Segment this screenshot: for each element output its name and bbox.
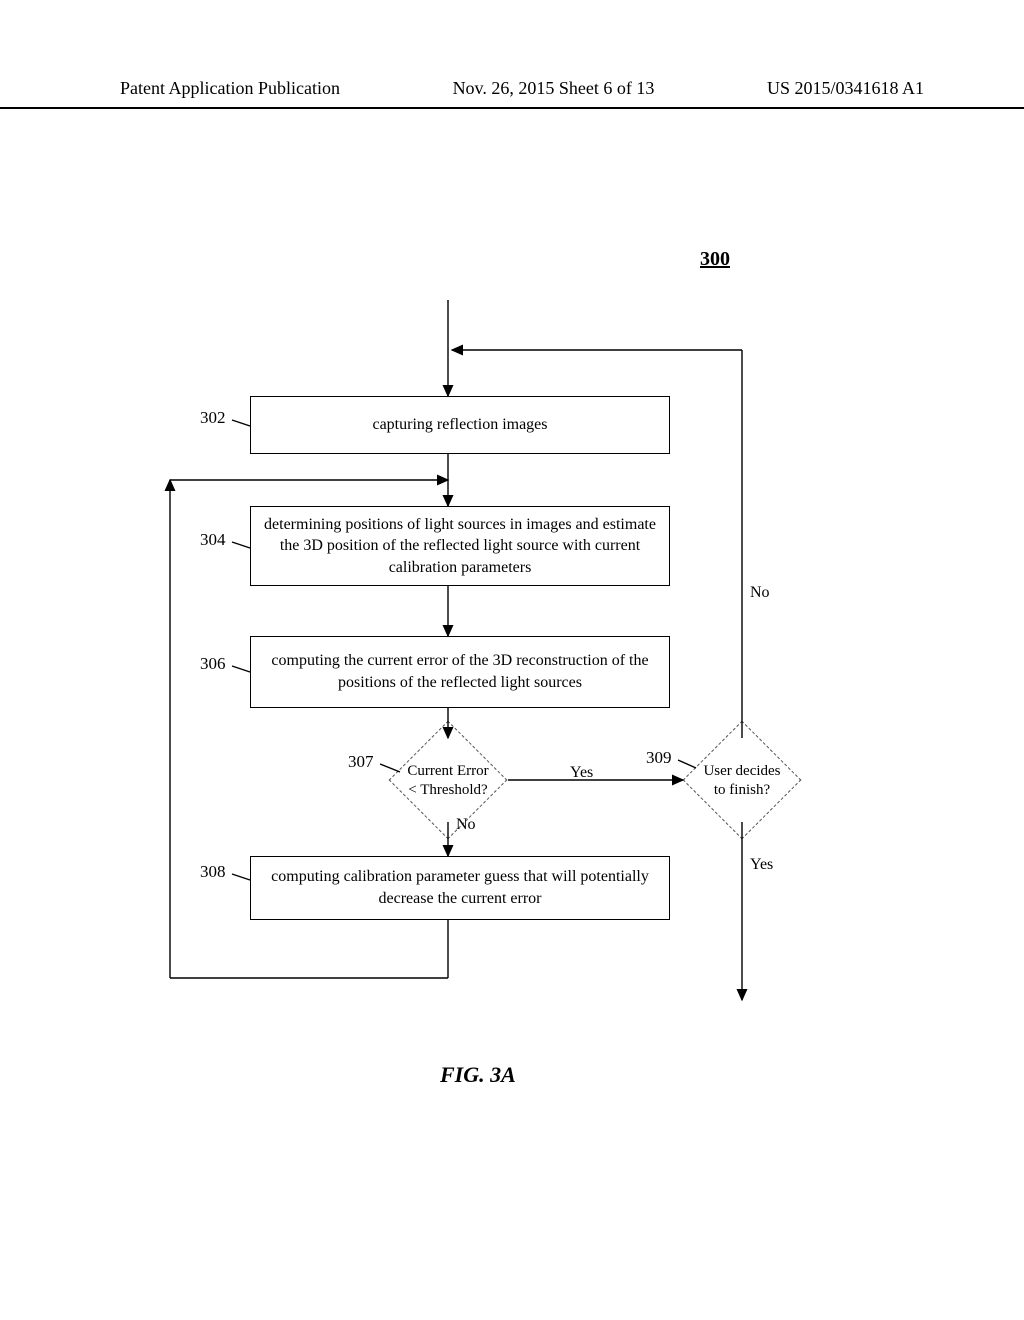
- figure-caption: FIG. 3A: [440, 1062, 516, 1088]
- box-302: capturing reflection images: [250, 396, 670, 454]
- ref-309: 309: [646, 748, 672, 768]
- diamond-309: [683, 721, 802, 840]
- patent-header: Patent Application Publication Nov. 26, …: [0, 78, 1024, 109]
- label-307-no: No: [456, 816, 476, 834]
- label-307-yes: Yes: [570, 764, 593, 782]
- box-308: computing calibration parameter guess th…: [250, 856, 670, 920]
- figure-number: 300: [700, 248, 730, 271]
- header-left: Patent Application Publication: [120, 78, 340, 99]
- ref-306: 306: [200, 654, 226, 674]
- diamond-307: [389, 721, 508, 840]
- ref-308: 308: [200, 862, 226, 882]
- header-center: Nov. 26, 2015 Sheet 6 of 13: [453, 78, 655, 99]
- box-304: determining positions of light sources i…: [250, 506, 670, 586]
- ref-304: 304: [200, 530, 226, 550]
- header-right: US 2015/0341618 A1: [767, 78, 924, 99]
- label-309-no: No: [750, 584, 770, 602]
- ref-302: 302: [200, 408, 226, 428]
- ref-307: 307: [348, 752, 374, 772]
- page: Patent Application Publication Nov. 26, …: [0, 0, 1024, 1320]
- label-309-yes: Yes: [750, 856, 773, 874]
- box-306: computing the current error of the 3D re…: [250, 636, 670, 708]
